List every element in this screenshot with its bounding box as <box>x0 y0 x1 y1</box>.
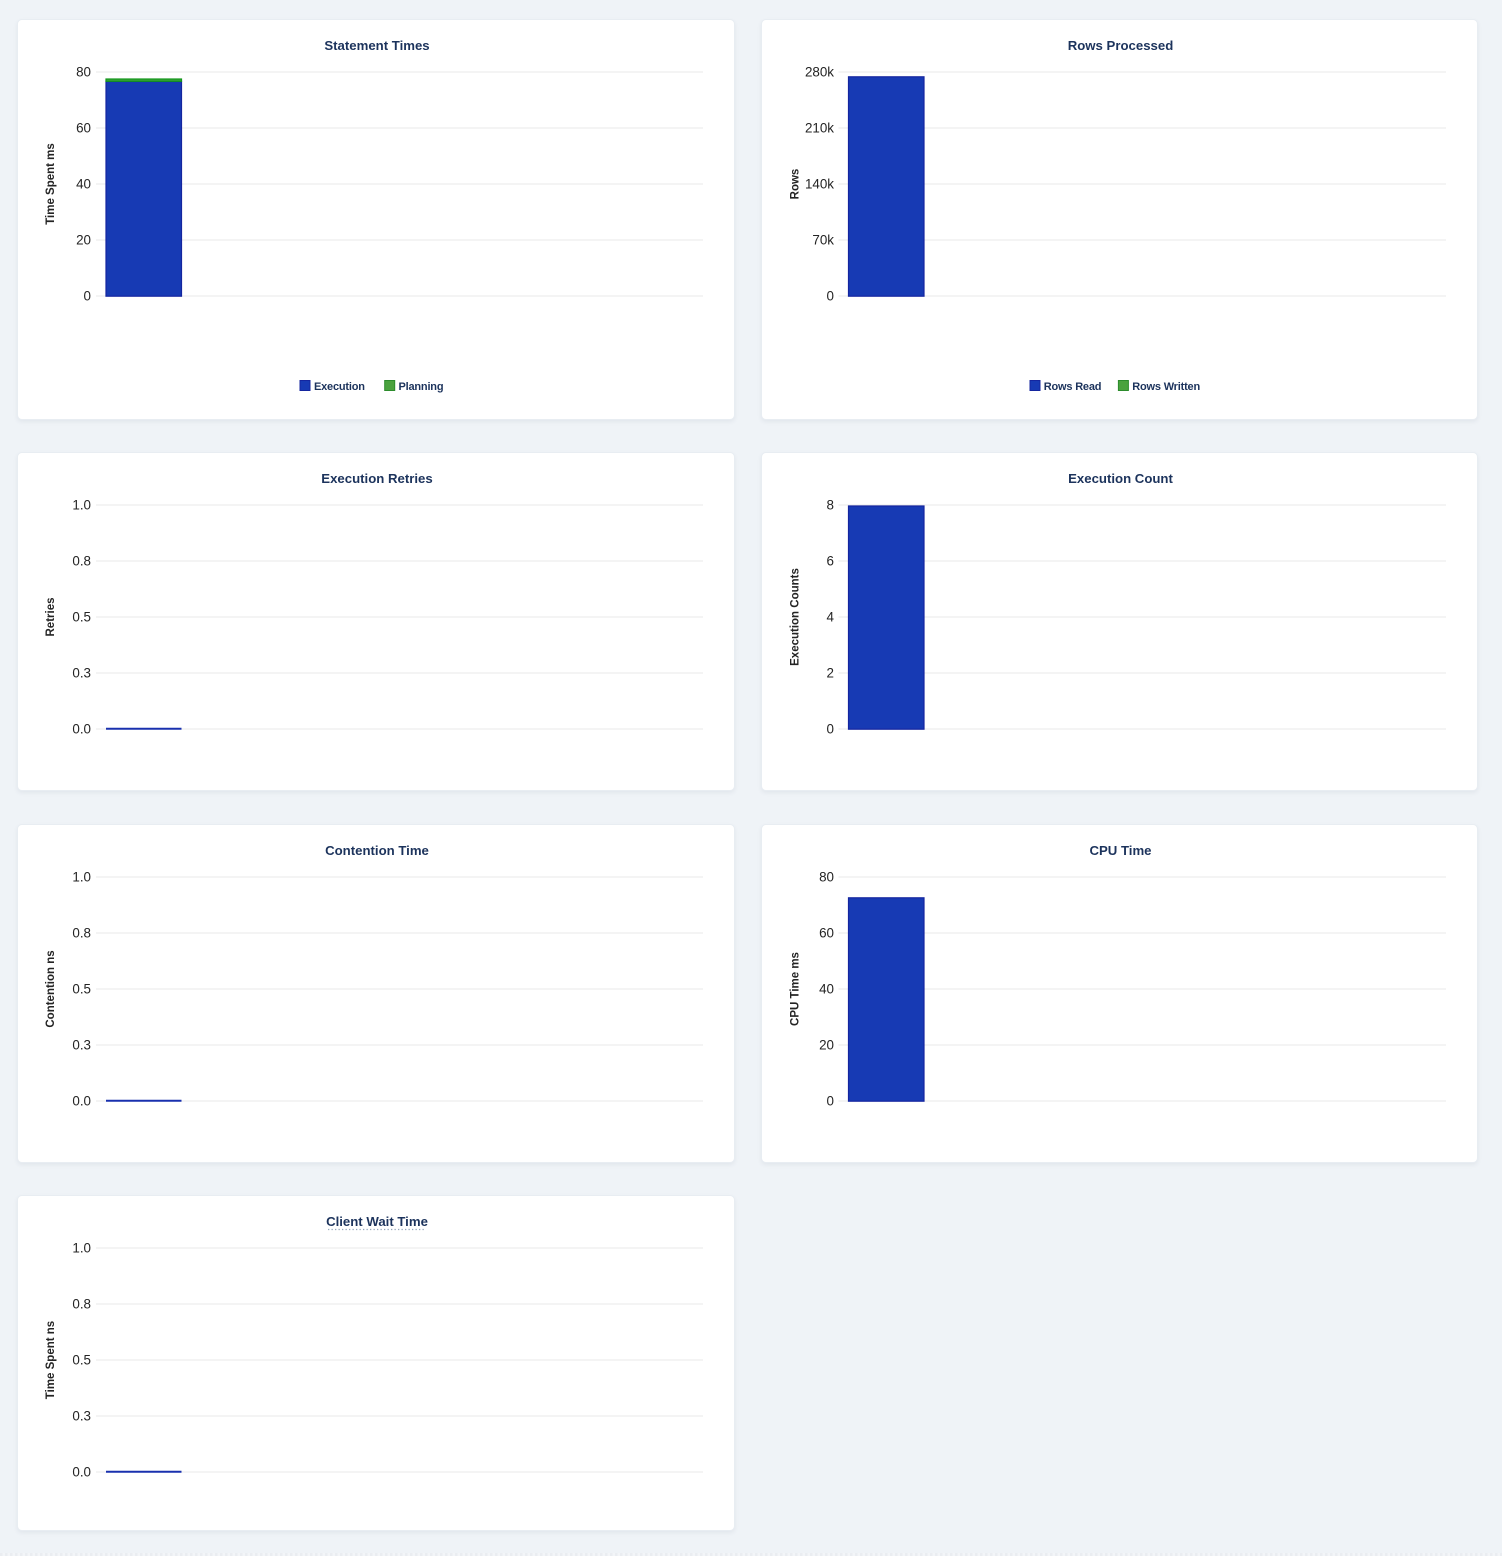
svg-text:6: 6 <box>827 554 834 569</box>
svg-text:0: 0 <box>827 1094 834 1109</box>
svg-text:Planning: Planning <box>399 381 444 393</box>
svg-text:Contention ns: Contention ns <box>45 950 57 1027</box>
svg-text:0: 0 <box>84 289 91 304</box>
svg-text:0.0: 0.0 <box>72 722 91 737</box>
svg-text:1.0: 1.0 <box>72 1241 91 1256</box>
svg-text:1.0: 1.0 <box>72 498 91 513</box>
svg-text:Execution Retries: Execution Retries <box>321 471 432 486</box>
svg-text:Client Wait Time: Client Wait Time <box>326 1214 428 1229</box>
svg-text:0.3: 0.3 <box>72 1038 91 1053</box>
svg-text:0: 0 <box>827 722 834 737</box>
svg-text:Execution: Execution <box>314 381 365 393</box>
svg-text:40: 40 <box>819 982 834 997</box>
svg-text:Statement Times: Statement Times <box>324 38 429 53</box>
svg-text:20: 20 <box>819 1038 834 1053</box>
svg-text:70k: 70k <box>812 233 834 248</box>
svg-text:0.5: 0.5 <box>72 610 91 625</box>
svg-text:Rows: Rows <box>790 169 802 200</box>
svg-text:4: 4 <box>827 610 835 625</box>
svg-text:0.0: 0.0 <box>72 1465 91 1480</box>
svg-text:80: 80 <box>76 65 91 80</box>
svg-text:0.5: 0.5 <box>72 982 91 997</box>
svg-text:Contention Time: Contention Time <box>325 843 429 858</box>
svg-text:210k: 210k <box>805 121 834 136</box>
svg-text:40: 40 <box>76 177 91 192</box>
svg-text:0.3: 0.3 <box>72 666 91 681</box>
svg-text:Rows Written: Rows Written <box>1132 381 1200 393</box>
svg-text:20: 20 <box>76 233 91 248</box>
svg-text:0.8: 0.8 <box>72 554 91 569</box>
svg-text:2: 2 <box>827 666 834 681</box>
svg-text:Rows Processed: Rows Processed <box>1068 38 1174 53</box>
svg-text:280k: 280k <box>805 65 834 80</box>
svg-text:Rows Read: Rows Read <box>1044 381 1102 393</box>
svg-text:Execution Counts: Execution Counts <box>790 568 802 666</box>
svg-text:0.0: 0.0 <box>72 1094 91 1109</box>
svg-text:0: 0 <box>827 289 834 304</box>
svg-text:0.8: 0.8 <box>72 926 91 941</box>
svg-text:140k: 140k <box>805 177 834 192</box>
svg-text:Execution Count: Execution Count <box>1068 471 1173 486</box>
svg-text:0.3: 0.3 <box>72 1409 91 1424</box>
svg-text:0.8: 0.8 <box>72 1297 91 1312</box>
svg-text:1.0: 1.0 <box>72 870 91 885</box>
svg-text:Time Spent ns: Time Spent ns <box>45 1321 57 1399</box>
svg-text:Retries: Retries <box>45 598 57 637</box>
svg-text:CPU Time: CPU Time <box>1089 843 1151 858</box>
svg-text:8: 8 <box>827 498 834 513</box>
svg-text:CPU Time ms: CPU Time ms <box>790 952 802 1026</box>
svg-text:0.5: 0.5 <box>72 1353 91 1368</box>
svg-text:Time Spent ms: Time Spent ms <box>45 143 57 225</box>
svg-text:60: 60 <box>819 926 834 941</box>
svg-text:60: 60 <box>76 121 91 136</box>
svg-text:80: 80 <box>819 870 834 885</box>
